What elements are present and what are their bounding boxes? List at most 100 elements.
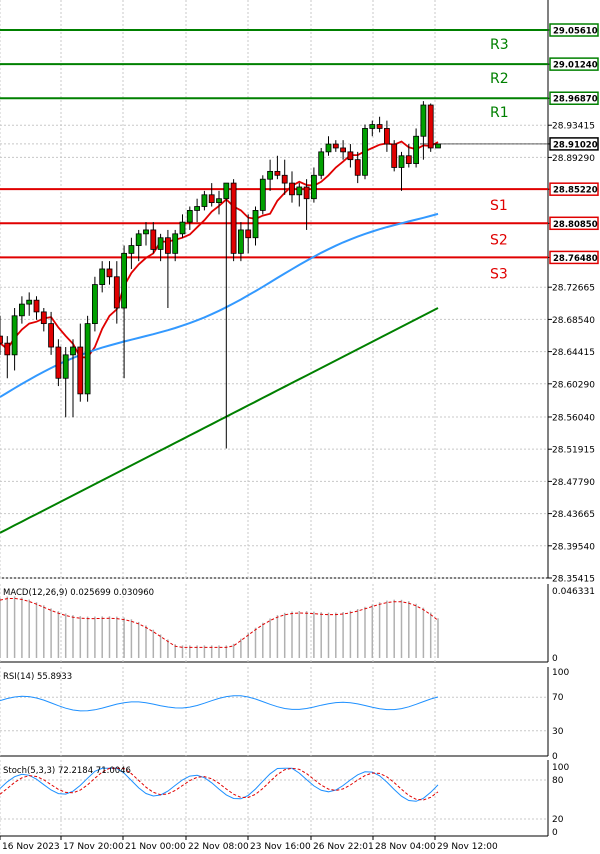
time-tick-label: 21 Nov 00:00: [125, 842, 186, 852]
candle-body: [4, 342, 11, 356]
candle-body: [391, 143, 398, 168]
support-resistance-levels: R3 R2 R1 S1 S2 S3: [0, 29, 548, 282]
candle-body: [106, 268, 113, 278]
candle-body: [99, 268, 106, 285]
candle-body: [325, 143, 332, 153]
price-tag-box: [549, 182, 599, 196]
candle-body: [303, 186, 310, 200]
price-tag-box: [549, 216, 599, 231]
candle-body: [164, 237, 171, 254]
price-tick-label: 28.93415: [552, 122, 595, 132]
candle-body: [376, 124, 383, 129]
candle-body: [33, 299, 40, 313]
price-tag-text: 28.91020: [553, 140, 598, 150]
candlesticks: [0, 101, 441, 449]
rsi-tick-label: 30: [552, 727, 564, 737]
candle-body: [267, 170, 274, 180]
candle-body: [413, 135, 420, 164]
rsi-tick-label: 70: [552, 693, 564, 703]
candle-body: [11, 315, 18, 356]
price-tick-label: 28.39540: [552, 542, 595, 552]
stoch-pane: 100 80 20 0: [0, 763, 569, 838]
candle-body: [62, 354, 69, 379]
candle-body: [274, 170, 281, 176]
candle-body: [420, 104, 427, 137]
time-tick-label: 23 Nov 16:00: [250, 842, 311, 852]
candle-body: [318, 151, 325, 176]
candle-body: [18, 303, 25, 317]
level-label-r1: R1: [490, 105, 509, 121]
level-label-s2: S2: [490, 232, 508, 248]
candle-body: [259, 178, 266, 211]
time-tick-label: 29 Nov 12:00: [437, 842, 498, 852]
candle-body: [296, 186, 303, 196]
level-label-r3: R3: [490, 37, 509, 53]
price-tick-label: 28.72665: [552, 284, 595, 294]
price-tick-label: 28.68540: [552, 316, 595, 326]
candle-body: [77, 346, 84, 395]
time-tick-label: 16 Nov 2023: [2, 842, 60, 852]
macd-label: MACD(12,26,9) 0.025699 0.030960: [3, 588, 154, 598]
ma-fast-line: [0, 140, 439, 359]
candle-body: [121, 252, 127, 309]
candle-body: [405, 155, 412, 164]
price-tick-label: 28.56040: [552, 413, 595, 423]
stoch-tick-label: 20: [552, 815, 564, 825]
candle-body: [252, 210, 259, 239]
candle-body: [281, 174, 288, 184]
candle-body: [208, 194, 215, 204]
time-axis: 16 Nov 2023 17 Nov 20:00 21 Nov 00:00 22 No…: [0, 836, 498, 852]
candle-body: [113, 276, 120, 309]
time-tick-label: 26 Nov 22:01: [313, 842, 374, 852]
candle-body: [172, 233, 179, 254]
price-tag-box: [549, 250, 599, 265]
price-tag-box: [549, 57, 599, 71]
candle-body: [354, 159, 361, 176]
rsi-line: [0, 695, 439, 712]
level-label-r2: R2: [490, 71, 509, 87]
rsi-tick-label: 100: [552, 668, 569, 678]
candle-body: [179, 221, 186, 235]
ma-slow-line: [0, 307, 439, 534]
candle-body: [150, 229, 157, 250]
time-tick-label: 28 Nov 04:00: [375, 842, 436, 852]
price-tick-label: 28.89290: [552, 154, 595, 164]
candle-body: [435, 143, 441, 149]
price-tick-label: 28.47790: [552, 478, 595, 488]
level-label-s3: S3: [490, 266, 508, 282]
macd-pane: 0.046331 0: [0, 587, 595, 664]
price-tag-text: 29.05610: [553, 27, 598, 37]
stoch-tick-label: 80: [552, 776, 564, 786]
price-tag-text: 28.85220: [553, 186, 598, 196]
candle-body: [216, 198, 222, 204]
candle-body: [157, 237, 164, 250]
stoch-tick-label: 100: [552, 763, 569, 773]
candle-body: [362, 128, 368, 176]
candle-body: [128, 245, 135, 254]
stoch-tick-label: 0: [552, 828, 558, 838]
candle-body: [347, 151, 354, 161]
candle-body: [369, 124, 376, 129]
candle-body: [237, 229, 244, 254]
candle-body: [186, 210, 193, 223]
candle-body: [310, 174, 317, 200]
candle-body: [340, 147, 347, 153]
candle-body: [135, 233, 142, 246]
rsi-label: RSI(14) 55.8933: [3, 672, 72, 682]
time-tick-label: 22 Nov 08:00: [188, 842, 249, 852]
price-tag-box: [549, 23, 599, 37]
candle-body: [48, 323, 54, 348]
level-label-s1: S1: [490, 198, 508, 214]
time-tick-label: 17 Nov 20:00: [63, 842, 124, 852]
price-tag-box: [549, 137, 599, 151]
price-tag-text: 28.80850: [553, 220, 598, 230]
candle-body: [332, 143, 339, 149]
candle-body: [383, 128, 390, 145]
candle-body: [230, 182, 237, 254]
macd-signal-line: [0, 597, 439, 648]
candle-body: [0, 335, 3, 344]
price-tick-label: 28.60290: [552, 380, 595, 390]
stoch-k-line: [0, 767, 439, 802]
rsi-pane: 100 70 30 0: [0, 668, 569, 762]
